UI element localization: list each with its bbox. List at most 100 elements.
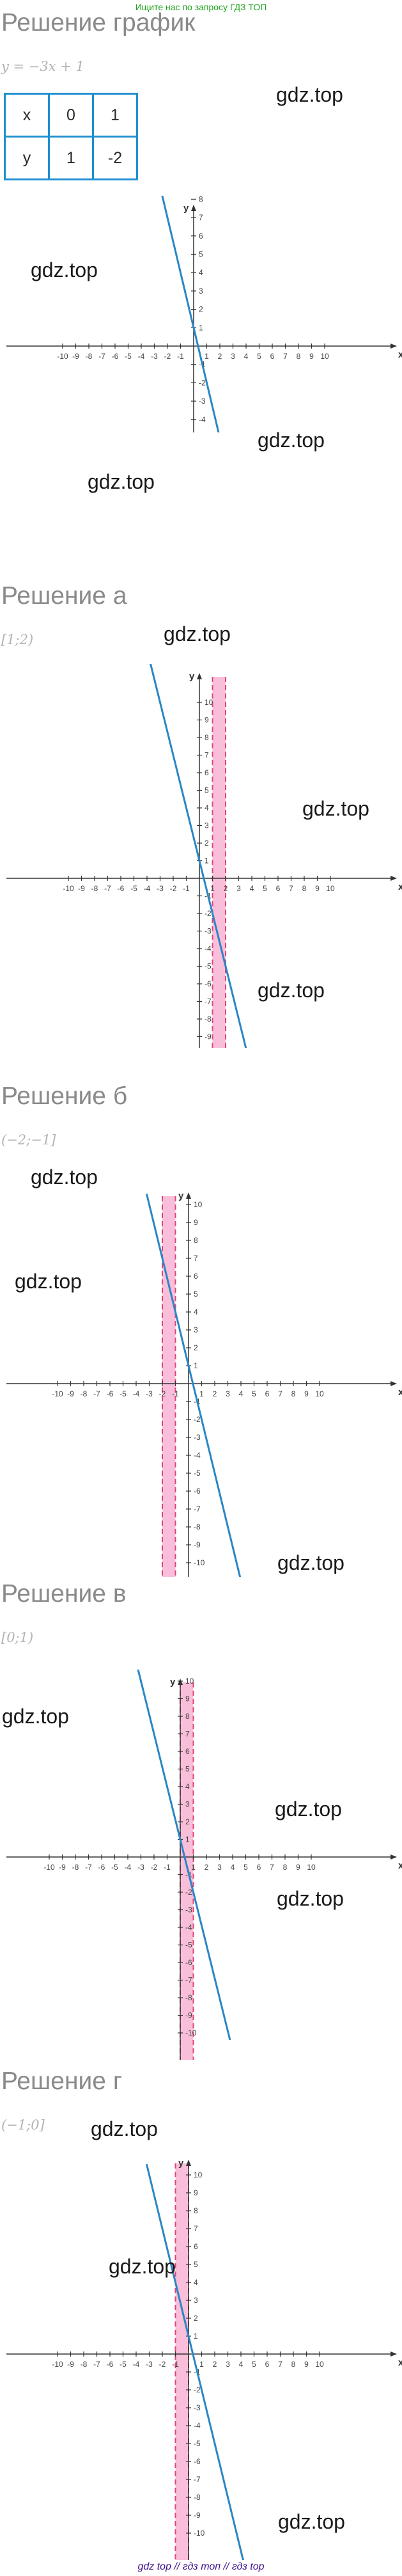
y-tick-label: 10 (185, 1677, 194, 1686)
x-tick-label: 2 (213, 1389, 217, 1398)
x-tick-label: -2 (151, 1863, 158, 1872)
y-tick-label: -9 (205, 1032, 212, 1041)
x-axis-label: x (398, 349, 402, 360)
y-tick-label: 5 (185, 1765, 190, 1774)
x-tick-label: -4 (144, 884, 151, 893)
x-tick-label: 6 (265, 1389, 270, 1398)
x-tick-label: -6 (98, 1863, 105, 1872)
x-tick-label: 9 (304, 2360, 309, 2369)
y-tick-label: 6 (194, 1272, 198, 1281)
watermark: gdz.top (164, 622, 231, 645)
watermark: gdz.top (258, 979, 325, 1002)
x-tick-label: -2 (159, 1389, 166, 1398)
x-tick-label: 8 (302, 884, 307, 893)
y-tick-label: -8 (194, 1522, 201, 1531)
y-tick-label: 6 (199, 232, 203, 241)
x-tick-label: -9 (67, 2360, 74, 2369)
interval-band (175, 2163, 189, 2560)
table-cell: -2 (92, 136, 138, 180)
y-tick-label: -6 (185, 1958, 192, 1967)
x-axis-arrow (390, 344, 397, 349)
y-tick-label: 6 (194, 2242, 198, 2251)
x-tick-label: -8 (91, 884, 98, 893)
y-tick-label: -8 (185, 1993, 192, 2002)
y-tick-label: 4 (199, 268, 203, 277)
x-tick-label: -1 (172, 2360, 179, 2369)
watermark: gdz.top (277, 1551, 344, 1574)
y-tick-label: -3 (205, 927, 212, 936)
y-tick-label: -3 (185, 1906, 192, 1915)
y-tick-label: -2 (194, 1415, 201, 1424)
section-title-graph: Решение график (1, 9, 196, 36)
y-tick-label: 7 (199, 213, 203, 222)
y-tick-label: 1 (199, 323, 203, 332)
y-tick-label: 2 (205, 839, 209, 848)
x-tick-label: -2 (159, 2360, 166, 2369)
x-tick-label: 7 (283, 352, 288, 361)
x-tick-label: -7 (85, 1863, 92, 1872)
x-tick-label: -1 (164, 1863, 171, 1872)
y-tick-label: 5 (194, 1290, 198, 1299)
x-tick-label: -9 (72, 352, 79, 361)
x-tick-label: 3 (231, 352, 235, 361)
y-tick-label: 4 (194, 1308, 198, 1316)
x-tick-label: 5 (252, 2360, 256, 2369)
watermark: gdz.top (31, 1166, 98, 1189)
section-title-a: Решение а (1, 582, 127, 610)
y-tick-label: -3 (194, 2403, 201, 2412)
interval-band (162, 1196, 176, 1577)
table-cell: y (4, 136, 50, 180)
x-tick-label: -1 (172, 1389, 179, 1398)
x-axis-arrow (390, 876, 397, 881)
x-tick-label: 8 (291, 1389, 296, 1398)
y-tick-label: -2 (199, 378, 206, 387)
value-table: x 0 1 y 1 -2 (4, 93, 138, 180)
x-tick-label: 3 (226, 1389, 230, 1398)
watermark: gdz.top (31, 258, 98, 281)
x-axis-label: x (398, 1860, 402, 1871)
x-tick-label: 7 (289, 884, 293, 893)
x-tick-label: 2 (205, 1863, 209, 1872)
x-tick-label: -7 (104, 884, 111, 893)
x-tick-label: -8 (81, 2360, 88, 2369)
y-tick-label: -4 (194, 1451, 201, 1460)
y-tick-label: 7 (205, 751, 209, 760)
y-tick-label: 4 (194, 2278, 198, 2287)
watermark: gdz.top (2, 1705, 69, 1728)
y-tick-label: -6 (194, 1487, 201, 1496)
table-cell: x (4, 93, 50, 138)
y-tick-label: 2 (194, 2314, 198, 2323)
x-tick-label: 10 (326, 884, 335, 893)
x-tick-label: 10 (307, 1863, 316, 1872)
x-tick-label: -3 (151, 352, 158, 361)
x-tick-label: 5 (252, 1389, 256, 1398)
y-tick-label: -9 (185, 2011, 192, 2020)
y-tick-label: -6 (194, 2457, 201, 2466)
x-tick-label: -10 (63, 884, 74, 893)
y-tick-label: 10 (194, 2170, 203, 2179)
y-tick-label: 6 (205, 768, 209, 777)
y-tick-label: -8 (194, 2493, 201, 2502)
x-tick-label: -8 (81, 1389, 88, 1398)
x-tick-label: 1 (191, 1863, 196, 1872)
y-tick-label: 1 (194, 2332, 198, 2341)
y-tick-label: -4 (185, 1923, 192, 1932)
x-tick-label: 8 (291, 2360, 296, 2369)
y-tick-label: -4 (199, 415, 206, 424)
x-tick-label: -9 (78, 884, 85, 893)
footer-links[interactable]: gdz top // гдз топ // гдз top (137, 2561, 265, 2572)
y-tick-label: 9 (194, 2188, 198, 2197)
y-tick-label: -8 (205, 1015, 212, 1023)
y-tick-label: -2 (185, 1888, 192, 1897)
x-tick-label: -5 (130, 884, 137, 893)
y-tick-label: 5 (194, 2260, 198, 2269)
x-tick-label: 1 (205, 352, 209, 361)
y-tick-label: -5 (185, 1941, 192, 1950)
search-hint-link[interactable]: Ищите нас по запросу ГДЗ ТОП (135, 2, 267, 12)
y-tick-label: -9 (194, 1540, 201, 1549)
x-tick-label: 10 (315, 1389, 324, 1398)
x-tick-label: -8 (72, 1863, 79, 1872)
x-tick-label: 6 (270, 352, 275, 361)
watermark: gdz.top (88, 470, 155, 493)
interval-band (180, 1682, 194, 2060)
